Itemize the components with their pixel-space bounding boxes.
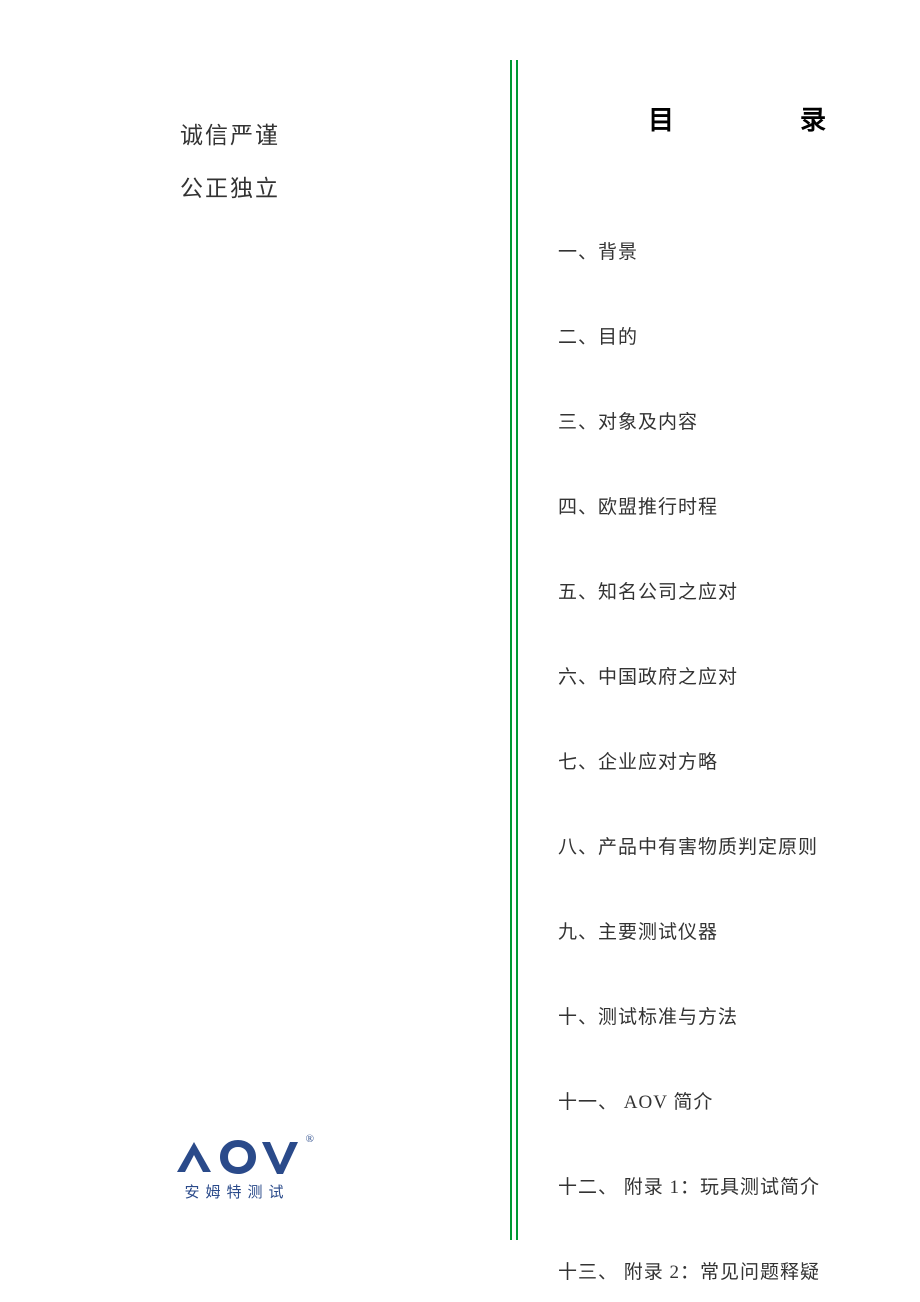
toc-item: 三、对象及内容 (558, 407, 880, 434)
vertical-divider (510, 60, 518, 1240)
right-column: 目 录 一、背景 二、目的 三、对象及内容 四、欧盟推行时程 五、知名公司之应对… (518, 60, 920, 1242)
aov-logo-icon (172, 1137, 302, 1177)
toc-item: 八、产品中有害物质判定原则 (558, 832, 880, 859)
motto-line-1: 诚信严谨 (180, 110, 510, 163)
toc-item: 十、测试标准与方法 (558, 1002, 880, 1029)
toc-item: 二、目的 (558, 322, 880, 349)
toc-item: 四、欧盟推行时程 (558, 492, 880, 519)
toc-item: 十一、 AOV 简介 (558, 1087, 880, 1114)
company-motto: 诚信严谨 公正独立 (180, 110, 510, 216)
toc-list: 一、背景 二、目的 三、对象及内容 四、欧盟推行时程 五、知名公司之应对 六、中… (558, 237, 880, 1284)
toc-item: 十三、 附录 2：常见问题释疑 (558, 1257, 880, 1284)
page-container: 诚信严谨 公正独立 ® 安姆特测试 目 录 一、背景 二、目的 三、对象及内容 … (0, 0, 920, 1302)
left-column: 诚信严谨 公正独立 ® 安姆特测试 (0, 60, 510, 1242)
registered-mark: ® (306, 1133, 314, 1145)
toc-item: 十二、 附录 1：玩具测试简介 (558, 1172, 880, 1199)
toc-item: 九、主要测试仪器 (558, 917, 880, 944)
toc-item: 一、背景 (558, 237, 880, 264)
logo-block: ® 安姆特测试 (172, 1137, 302, 1202)
toc-item: 六、中国政府之应对 (558, 662, 880, 689)
logo-brand-text: 安姆特测试 (172, 1181, 302, 1202)
motto-line-2: 公正独立 (180, 163, 510, 216)
toc-title: 目 录 (558, 100, 880, 137)
toc-item: 五、知名公司之应对 (558, 577, 880, 604)
toc-item: 七、企业应对方略 (558, 747, 880, 774)
